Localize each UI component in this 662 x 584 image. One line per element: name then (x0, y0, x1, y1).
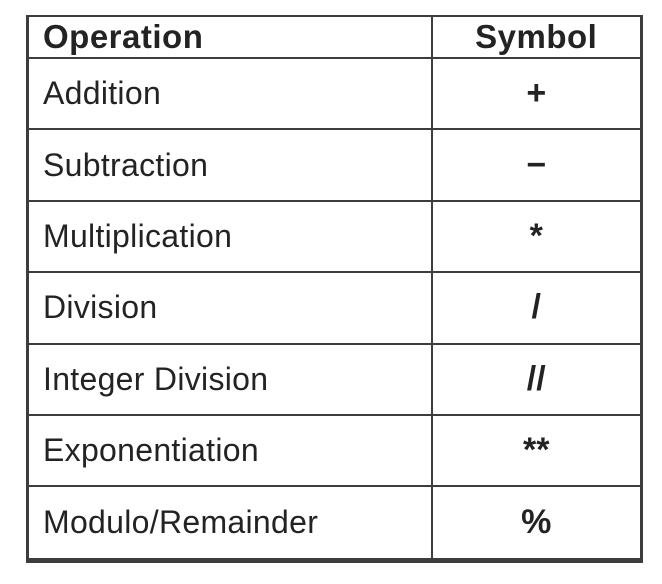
table-body: Addition + Subtraction − Multiplication … (26, 56, 643, 562)
operation-cell: Addition (26, 56, 433, 131)
operation-cell: Multiplication (26, 199, 433, 274)
column-header-symbol: Symbol (430, 15, 643, 59)
table-row: Modulo/Remainder % (26, 485, 643, 562)
operations-table: Operation Symbol Addition + Subtraction … (26, 15, 643, 563)
symbol-cell: % (430, 485, 643, 562)
table-row: Exponentiation ** (26, 414, 643, 488)
operation-cell: Modulo/Remainder (26, 485, 433, 562)
symbol-cell: − (430, 128, 643, 202)
operation-cell: Exponentiation (26, 414, 433, 488)
operation-cell: Subtraction (26, 128, 433, 202)
table-header-row: Operation Symbol (26, 15, 643, 59)
symbol-cell: + (430, 56, 643, 131)
table-row: Subtraction − (26, 128, 643, 202)
symbol-cell: * (430, 199, 643, 274)
symbol-cell: / (430, 271, 643, 345)
table-row: Division / (26, 271, 643, 345)
table-row: Multiplication * (26, 199, 643, 274)
table-row: Integer Division // (26, 342, 643, 417)
column-header-operation: Operation (26, 15, 433, 59)
operation-cell: Division (26, 271, 433, 345)
operation-cell: Integer Division (26, 342, 433, 417)
symbol-cell: ** (430, 414, 643, 488)
symbol-cell: // (430, 342, 643, 417)
table-row: Addition + (26, 56, 643, 131)
